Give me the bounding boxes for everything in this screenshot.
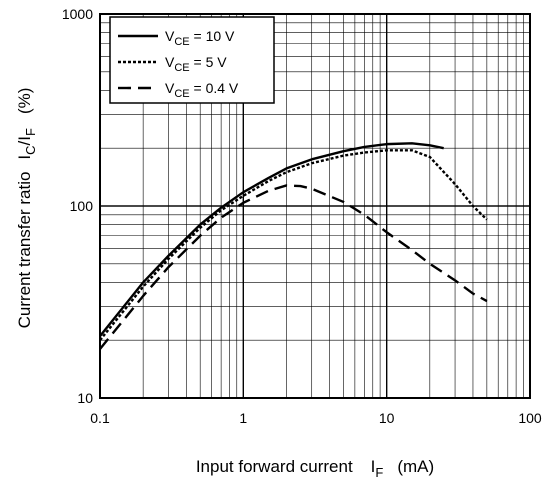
x-axis-label: Input forward current IF (mA) [196, 457, 434, 480]
tick-labels: 0.1 1 10 100 10 100 1000 [62, 6, 542, 426]
legend: VCE = 10 V VCE = 5 V VCE = 0.4 V [109, 16, 275, 104]
x-tick-label: 0.1 [90, 410, 110, 426]
y-tick-label: 1000 [62, 6, 93, 22]
data-curves [99, 142, 488, 350]
y-tick-label: 10 [77, 390, 93, 406]
y-axis-label: Current transfer ratioIC/IF(%) [15, 88, 38, 329]
legend-box [109, 16, 275, 104]
series-line [99, 142, 444, 337]
legend-label: VCE = 0.4 V [165, 80, 239, 100]
legend-label: VCE = 10 V [165, 28, 235, 48]
x-tick-label: 1 [239, 410, 247, 426]
y-tick-label: 100 [70, 198, 94, 214]
legend-label: VCE = 5 V [165, 54, 227, 74]
series-line [99, 149, 488, 341]
x-tick-label: 10 [379, 410, 395, 426]
plot-frame [99, 13, 531, 399]
x-tick-label: 100 [518, 410, 542, 426]
series-line [99, 184, 488, 350]
